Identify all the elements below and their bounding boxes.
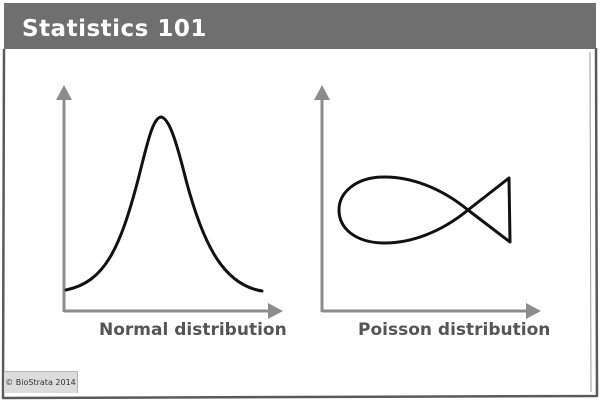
title-bar: Statistics 101 [4, 3, 596, 49]
right-x-axis [322, 303, 541, 319]
left-x-axis [64, 303, 283, 319]
bell-curve [64, 115, 264, 293]
fish-curve [337, 175, 512, 245]
page-title: Statistics 101 [22, 16, 207, 42]
left-y-axis [56, 85, 72, 312]
normal-distribution-caption: Normal distribution [99, 320, 287, 340]
copyright-badge: © BioStrata 2014 [4, 371, 78, 393]
right-y-axis [314, 85, 330, 312]
poisson-distribution-caption: Poisson distribution [358, 320, 551, 340]
